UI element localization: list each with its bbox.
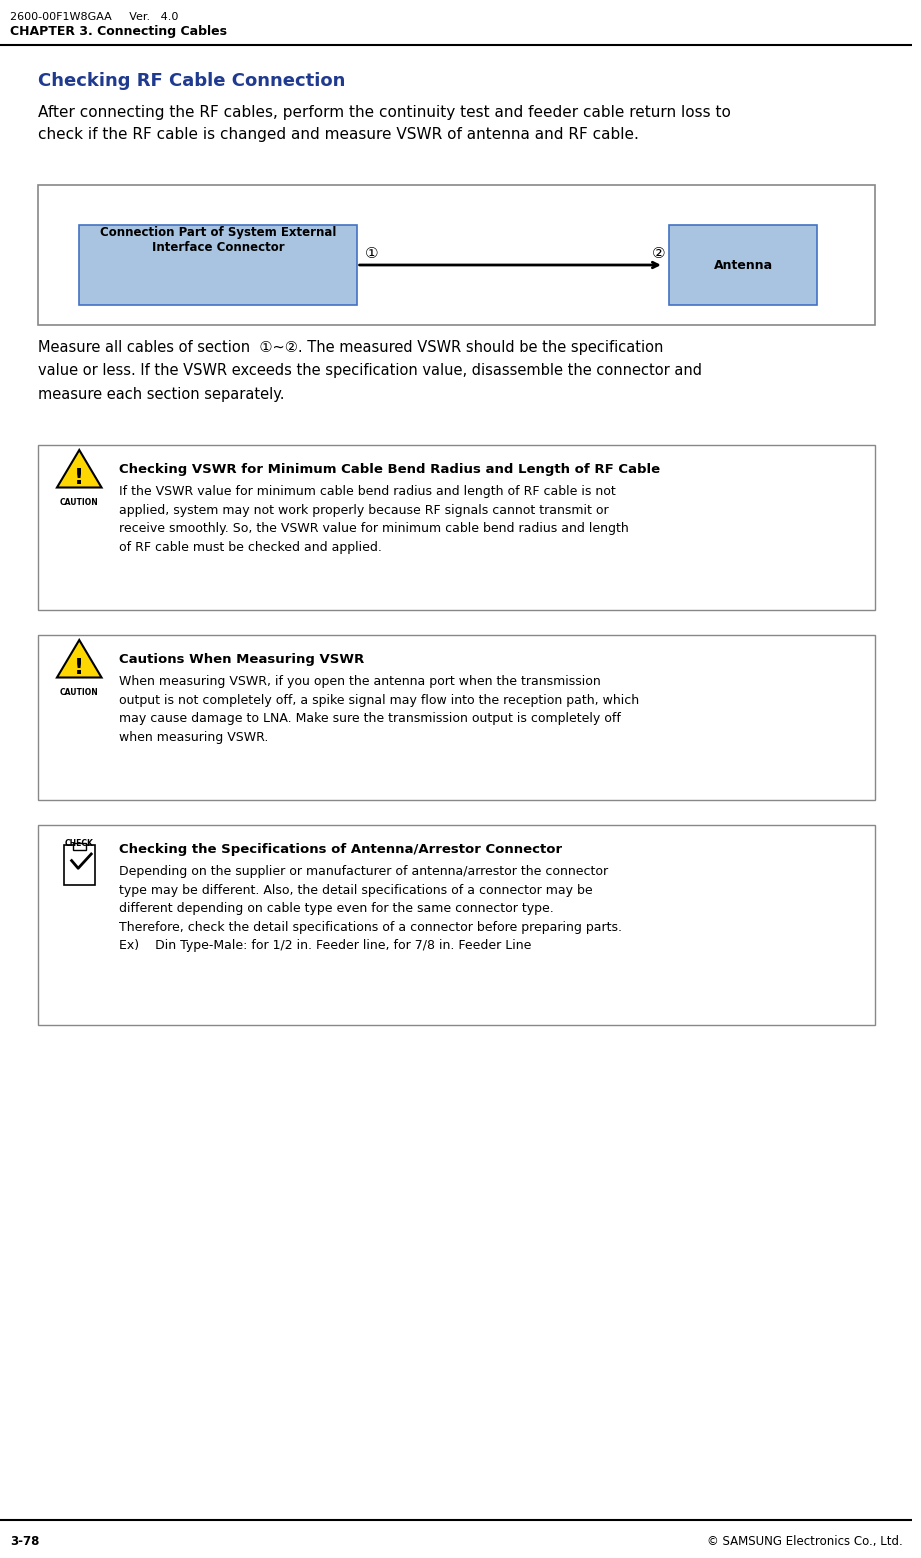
Text: Antenna: Antenna <box>714 259 773 271</box>
FancyBboxPatch shape <box>38 636 875 799</box>
FancyBboxPatch shape <box>38 826 875 1025</box>
Text: 3-78: 3-78 <box>10 1535 40 1549</box>
Text: When measuring VSWR, if you open the antenna port when the transmission
output i: When measuring VSWR, if you open the ant… <box>119 675 639 743</box>
Text: Cautions When Measuring VSWR: Cautions When Measuring VSWR <box>119 653 364 665</box>
Text: Checking VSWR for Minimum Cable Bend Radius and Length of RF Cable: Checking VSWR for Minimum Cable Bend Rad… <box>119 463 660 477</box>
Polygon shape <box>57 450 101 488</box>
Text: Measure all cables of section  ①~②. The measured VSWR should be the specificatio: Measure all cables of section ①~②. The m… <box>38 340 702 402</box>
Text: CHECK: CHECK <box>64 838 94 848</box>
FancyBboxPatch shape <box>79 224 356 305</box>
Text: If the VSWR value for minimum cable bend radius and length of RF cable is not
ap: If the VSWR value for minimum cable bend… <box>119 485 629 553</box>
Text: !: ! <box>75 467 85 488</box>
Text: ②: ② <box>652 246 666 260</box>
FancyBboxPatch shape <box>38 185 875 326</box>
Text: CAUTION: CAUTION <box>60 687 99 696</box>
Text: Connection Part of System External
Interface Connector: Connection Part of System External Inter… <box>99 226 336 254</box>
Text: After connecting the RF cables, perform the continuity test and feeder cable ret: After connecting the RF cables, perform … <box>38 104 730 142</box>
Text: Checking RF Cable Connection: Checking RF Cable Connection <box>38 72 345 90</box>
Text: 2600-00F1W8GAA     Ver.   4.0: 2600-00F1W8GAA Ver. 4.0 <box>10 12 179 22</box>
FancyBboxPatch shape <box>669 224 817 305</box>
Text: CHAPTER 3. Connecting Cables: CHAPTER 3. Connecting Cables <box>10 25 227 37</box>
Text: ①: ① <box>365 246 379 260</box>
FancyBboxPatch shape <box>64 844 95 885</box>
Text: © SAMSUNG Electronics Co., Ltd.: © SAMSUNG Electronics Co., Ltd. <box>706 1535 903 1549</box>
FancyBboxPatch shape <box>73 843 86 849</box>
Polygon shape <box>57 640 101 678</box>
FancyBboxPatch shape <box>38 446 875 611</box>
Text: CAUTION: CAUTION <box>60 497 99 506</box>
Text: Checking the Specifications of Antenna/Arrestor Connector: Checking the Specifications of Antenna/A… <box>119 843 562 855</box>
Text: !: ! <box>75 657 85 678</box>
Text: Depending on the supplier or manufacturer of antenna/arrestor the connector
type: Depending on the supplier or manufacture… <box>119 865 622 952</box>
